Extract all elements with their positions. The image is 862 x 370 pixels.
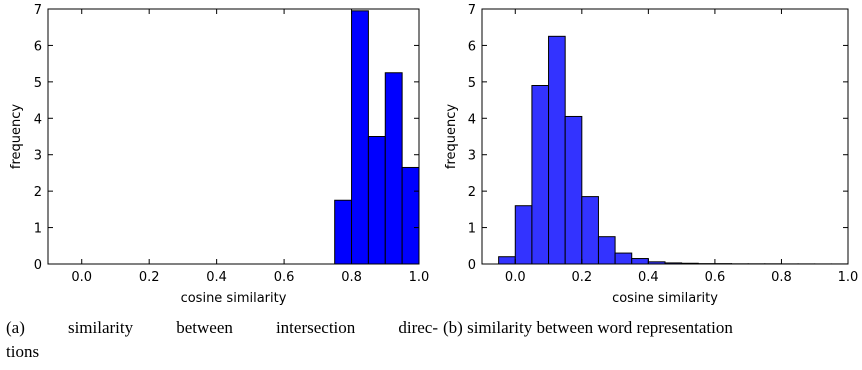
x-tick-label: 1.0 <box>409 270 430 285</box>
y-tick-label: 7 <box>34 3 42 18</box>
caption-a-line2: tions <box>6 342 40 361</box>
y-axis-label: frequency <box>444 104 459 170</box>
y-tick-label: 0 <box>34 258 42 273</box>
histogram-bar <box>564 115 583 265</box>
x-tick-label: 0.2 <box>139 270 160 285</box>
caption-b: (b) similarity between word representati… <box>443 318 733 337</box>
x-tick-label: 1.0 <box>838 270 859 285</box>
y-tick-label: 3 <box>468 149 476 164</box>
y-tick-label: 5 <box>34 76 42 91</box>
histogram-bar <box>334 199 353 265</box>
x-tick-label: 0.6 <box>274 270 295 285</box>
y-tick-label: 2 <box>34 185 42 200</box>
caption-a: (a) similarity between intersection dire… <box>6 316 438 364</box>
y-tick-label: 0 <box>468 258 476 273</box>
axes-frame <box>47 8 420 265</box>
axes-frame <box>481 8 849 265</box>
y-tick-label: 6 <box>468 39 476 54</box>
y-tick-label: 1 <box>34 222 42 237</box>
x-axis-label: cosine similarity <box>181 291 287 306</box>
histogram-bar <box>597 236 616 265</box>
histogram-bar <box>581 196 599 265</box>
y-tick-label: 3 <box>34 149 42 164</box>
histogram-bar <box>384 72 403 265</box>
x-tick-label: 0.4 <box>206 270 227 285</box>
x-tick-label: 0.0 <box>71 270 92 285</box>
x-tick-label: 0.6 <box>705 270 726 285</box>
histogram-bar <box>401 166 420 265</box>
histogram-bar <box>514 205 533 265</box>
y-tick-label: 4 <box>34 112 42 127</box>
x-tick-label: 0.4 <box>638 270 659 285</box>
x-tick-label: 0.0 <box>505 270 526 285</box>
histogram-bar <box>498 256 516 265</box>
histogram-bar <box>351 10 369 265</box>
histogram-bar <box>548 35 566 265</box>
x-tick-label: 0.2 <box>571 270 592 285</box>
x-tick-label: 0.8 <box>341 270 362 285</box>
y-tick-label: 1 <box>468 222 476 237</box>
y-tick-label: 7 <box>468 3 476 18</box>
histogram-b: 0.0 0.2 0.4 0.6 0.8 1.0 0 1 2 3 4 5 6 7 cosine similar… <box>444 3 858 306</box>
x-tick-label: 0.8 <box>771 270 792 285</box>
histogram-a: 0.0 0.2 0.4 0.6 0.8 1.0 0 1 2 3 4 5 6 7 cosine similar… <box>9 3 429 306</box>
histogram-bar <box>631 258 649 265</box>
histogram-bar <box>614 252 633 265</box>
y-tick-label: 6 <box>34 39 42 54</box>
y-tick-label: 5 <box>468 76 476 91</box>
histogram-bar <box>367 136 386 265</box>
y-axis-label: frequency <box>9 104 24 170</box>
histogram-bar <box>531 85 550 265</box>
y-tick-label: 2 <box>468 185 476 200</box>
caption-a-line1: (a) similarity between intersection dire… <box>6 318 438 337</box>
x-axis-label: cosine similarity <box>612 291 718 306</box>
y-tick-label: 4 <box>468 112 476 127</box>
